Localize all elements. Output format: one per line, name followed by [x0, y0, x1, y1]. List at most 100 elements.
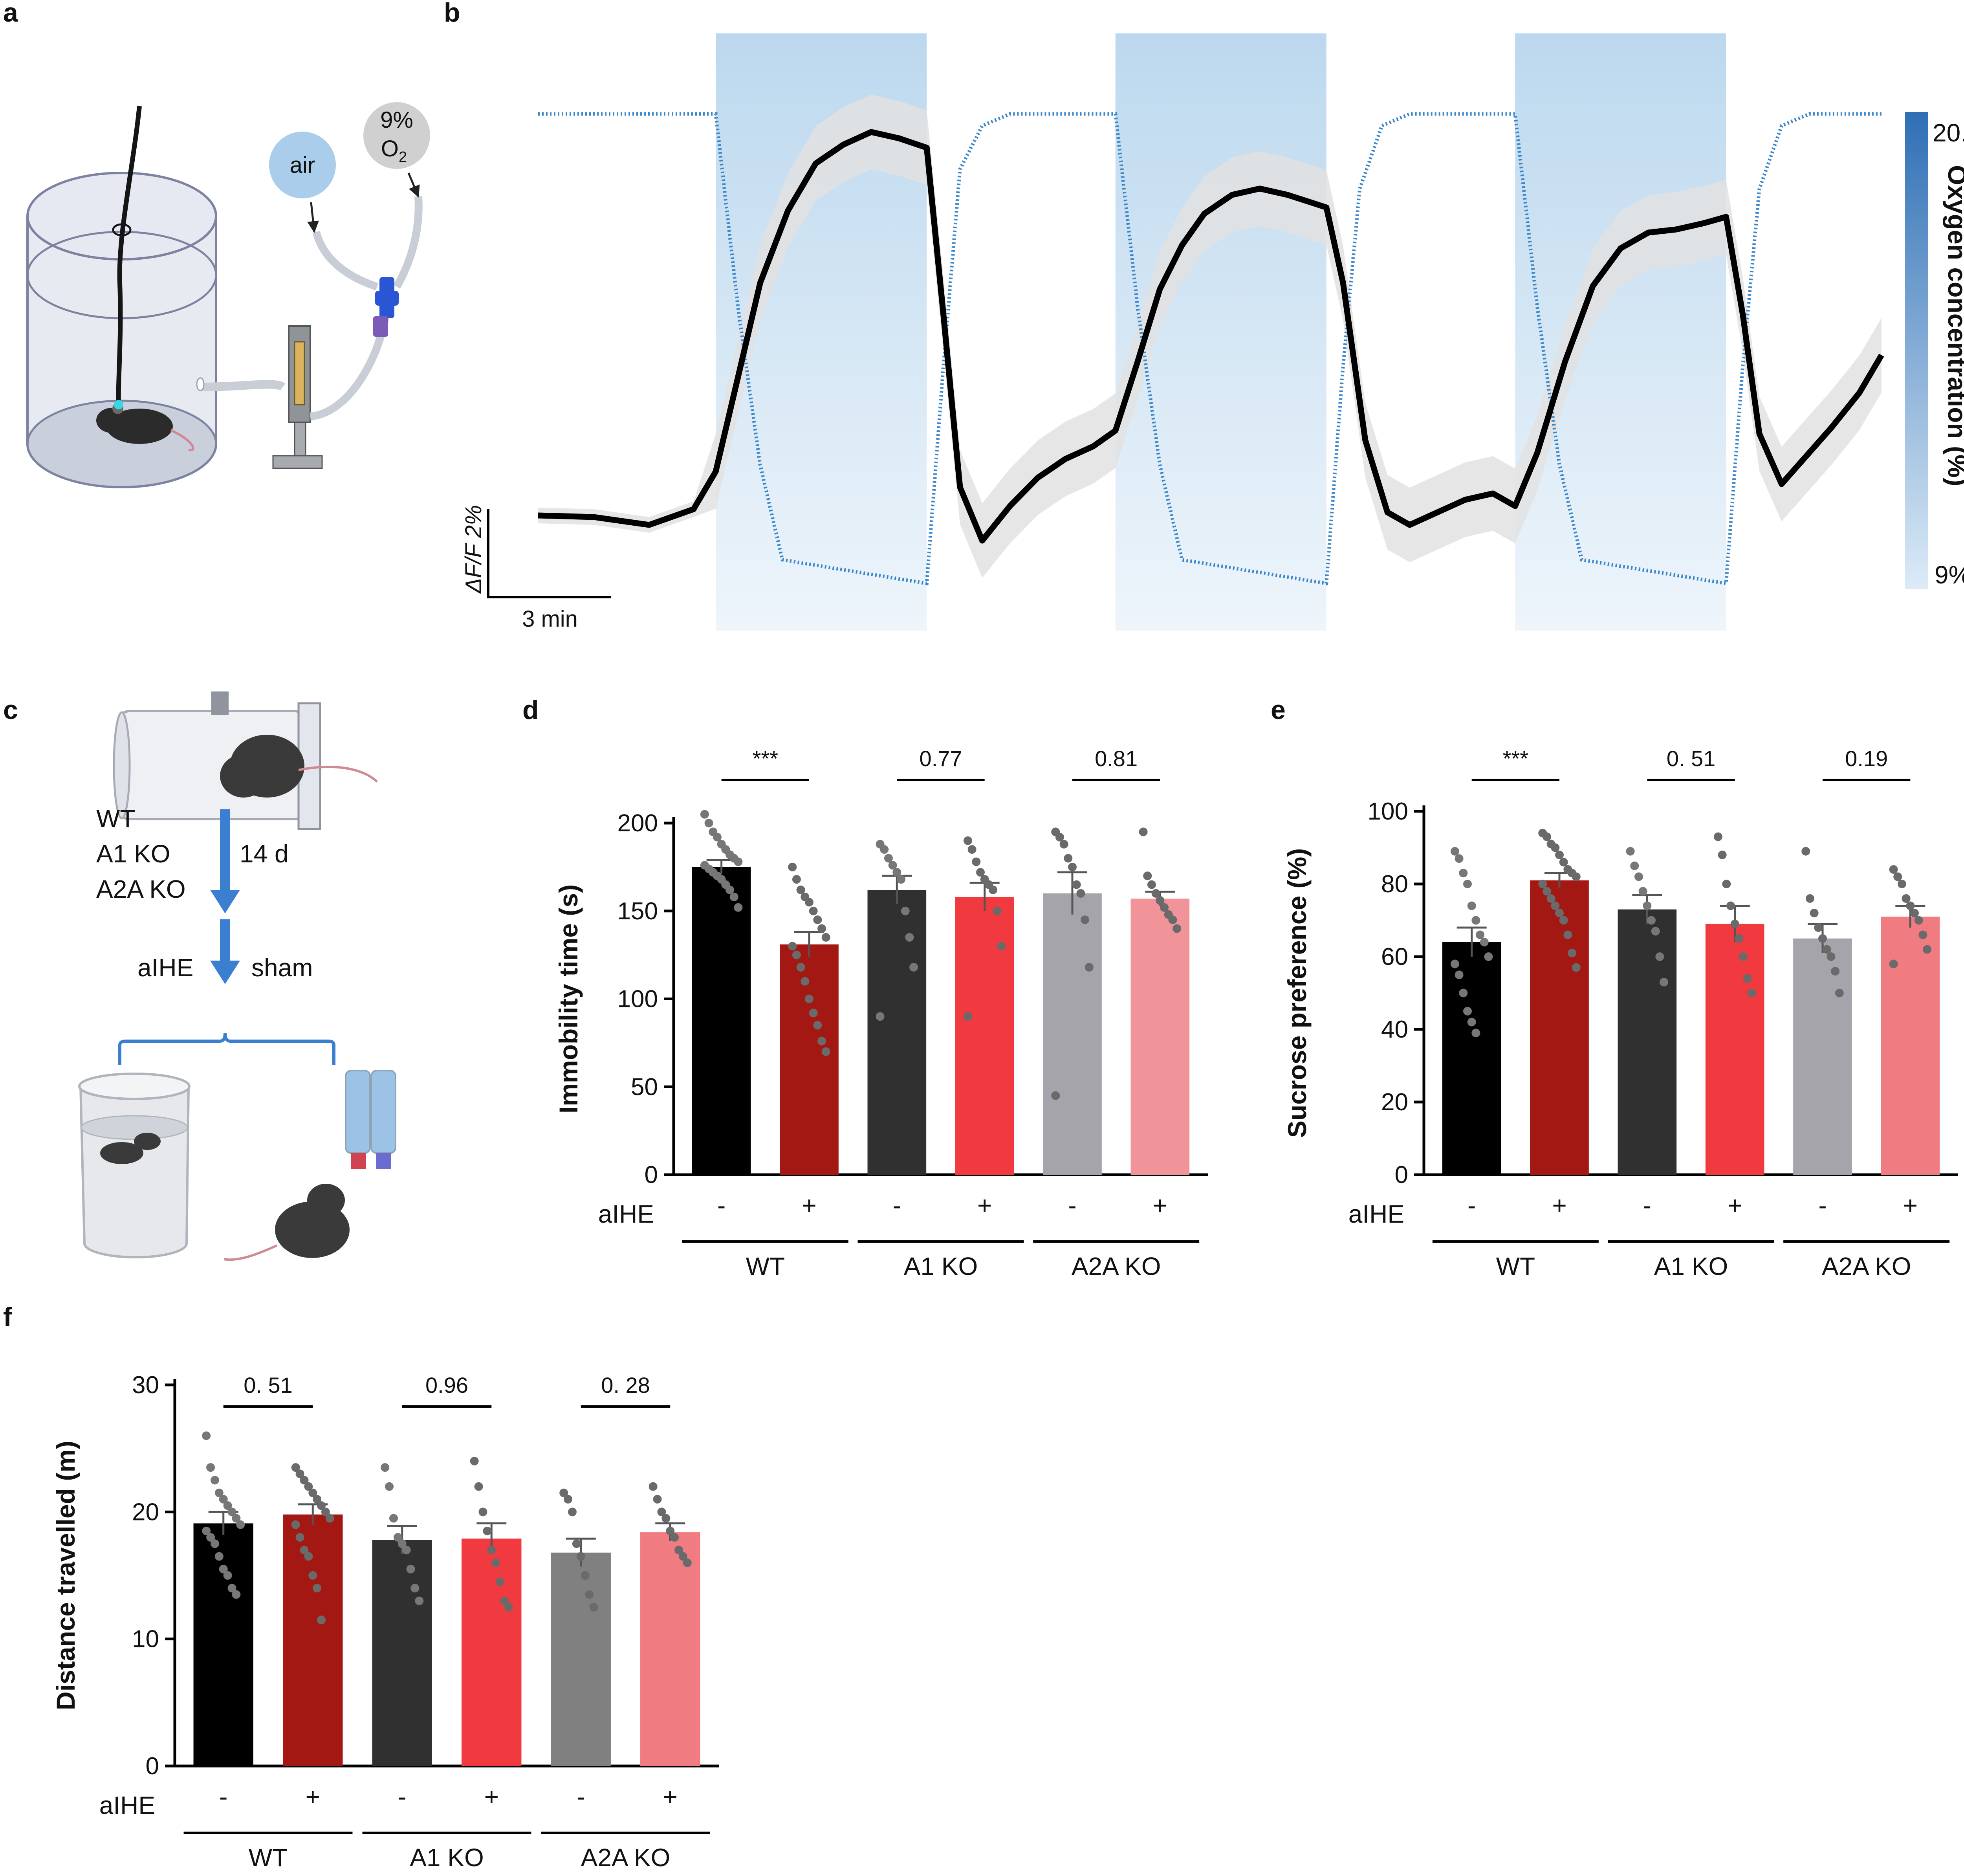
data-point — [1156, 896, 1165, 905]
panel-label-c: c — [3, 695, 18, 725]
design-arrow-1-shaft — [220, 809, 230, 896]
data-point — [385, 1482, 394, 1491]
group-label: A2A KO — [581, 1843, 671, 1872]
data-point — [381, 1463, 390, 1472]
data-point — [300, 1476, 309, 1485]
data-point — [905, 933, 914, 942]
treatment-mark: - — [717, 1191, 726, 1219]
data-point — [1801, 847, 1810, 856]
data-point — [227, 1584, 236, 1593]
p-value-label: 0.96 — [425, 1373, 468, 1397]
data-point — [496, 1577, 505, 1586]
group-wt: WT — [96, 804, 136, 833]
data-point — [406, 1564, 415, 1573]
p-value-label: 0. 28 — [601, 1373, 650, 1397]
treatment-mark: - — [577, 1782, 585, 1811]
o2-tube — [393, 196, 423, 289]
o2-subscript: 2 — [399, 149, 407, 165]
data-point — [876, 1012, 885, 1021]
treatment-mark: + — [802, 1191, 816, 1219]
data-point — [564, 1495, 573, 1504]
data-point — [796, 963, 805, 972]
oxygen-colorbar — [1905, 112, 1928, 589]
hypoxia-band-3 — [1515, 33, 1726, 631]
data-point — [666, 1526, 675, 1535]
o2-concentration-label: 9% — [380, 107, 413, 133]
data-point — [1542, 887, 1551, 896]
data-point — [1476, 930, 1485, 939]
data-point — [304, 1552, 313, 1561]
data-point — [809, 1009, 818, 1018]
data-point — [410, 1584, 420, 1593]
data-point — [1484, 952, 1493, 961]
data-point — [1160, 903, 1169, 912]
data-point — [232, 1590, 241, 1599]
data-point — [1467, 901, 1476, 910]
data-point — [1143, 871, 1152, 880]
bar — [1043, 893, 1102, 1175]
data-point — [1722, 880, 1731, 888]
panel-e-sucrose-chart: 0 20 40 60 80 100 Sucrose preference (%) - + - + - +… — [1282, 746, 1958, 1280]
data-point — [1455, 970, 1464, 979]
data-point — [683, 1558, 692, 1567]
data-point — [202, 1431, 211, 1440]
group-label: A2A KO — [1072, 1252, 1161, 1280]
panel-b-trace-chart: 20.9% 9% Oxygen concentration (%) ΔF/F 2… — [461, 33, 1964, 632]
data-point — [1713, 832, 1722, 841]
data-point — [1651, 927, 1660, 936]
data-point — [1910, 909, 1919, 917]
data-point — [1459, 869, 1468, 878]
data-point — [1555, 851, 1564, 859]
data-point — [1559, 858, 1568, 867]
data-point — [1173, 924, 1182, 933]
data-point — [206, 1533, 215, 1542]
data-point — [1559, 916, 1568, 925]
colorbar-title: Oxygen concentration (%) — [1943, 165, 1964, 486]
treatment-mark: - — [1643, 1191, 1651, 1219]
forced-swim-beaker-illustration — [78, 1073, 191, 1258]
bar — [867, 890, 927, 1175]
bar — [372, 1540, 432, 1766]
data-point — [726, 886, 735, 895]
panel-c-design: WT A1 KO A2A KO 14 d aIHE sham — [78, 691, 396, 1261]
panel-f-distance-chart: 0 10 20 30 Distance travelled (m) - + - + - + aIHE W… — [51, 1372, 719, 1872]
data-point — [206, 1463, 215, 1472]
data-point — [817, 1036, 826, 1045]
data-point — [1568, 948, 1577, 957]
data-point — [678, 1552, 687, 1561]
y-tick-label: 60 — [1381, 943, 1408, 970]
data-point — [487, 1546, 496, 1555]
data-point — [1068, 862, 1077, 871]
data-point — [1572, 872, 1581, 881]
data-point — [491, 1558, 500, 1567]
data-point — [888, 861, 897, 870]
data-point — [1572, 963, 1581, 972]
data-point — [223, 1571, 232, 1580]
data-point — [300, 1546, 309, 1555]
y-tick-label: 0 — [645, 1161, 658, 1188]
data-point — [1827, 952, 1836, 961]
data-point — [1726, 901, 1735, 910]
o2-symbol: O — [381, 136, 399, 161]
y-axis-title: Sucrose preference (%) — [1282, 848, 1312, 1138]
data-point — [210, 1476, 219, 1485]
data-point — [1643, 901, 1652, 910]
data-point — [880, 845, 889, 854]
data-point — [236, 1520, 245, 1529]
data-point — [1835, 988, 1844, 998]
data-point — [232, 1514, 241, 1523]
data-point — [1546, 894, 1555, 903]
data-point — [821, 933, 830, 942]
panel-d-immobility-chart: 0 50 100 150 200 Immobility time (s) - + - + - + aIH… — [554, 746, 1208, 1280]
y-tick-label: 10 — [132, 1626, 159, 1653]
p-value-label: 0. 51 — [1667, 746, 1716, 771]
y-tick-label: 100 — [617, 986, 658, 1013]
data-point — [304, 1482, 313, 1491]
treatment-row-label: aIHE — [1348, 1200, 1404, 1228]
data-point — [792, 950, 801, 959]
y-tick-label: 20 — [1381, 1089, 1408, 1116]
data-point — [398, 1539, 407, 1548]
data-point — [1655, 952, 1664, 961]
data-point — [402, 1546, 411, 1555]
